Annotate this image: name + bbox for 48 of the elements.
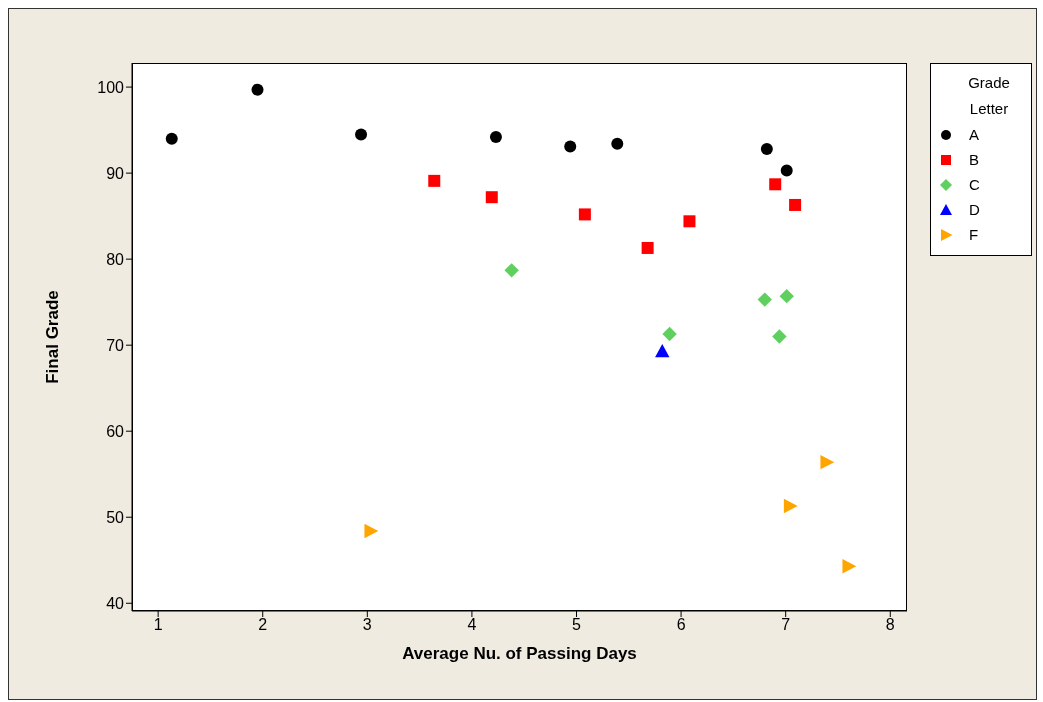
legend-label: A — [969, 126, 980, 143]
point — [662, 326, 677, 342]
point — [772, 329, 787, 344]
x-tick-label: 6 — [676, 616, 686, 634]
point — [489, 131, 502, 143]
y-tick-label: 80 — [106, 250, 125, 268]
point — [780, 164, 793, 177]
point — [504, 263, 519, 278]
y-tick-label: 50 — [106, 508, 125, 526]
point — [820, 454, 835, 470]
point — [165, 132, 178, 145]
point — [485, 191, 498, 204]
x-tick-label: 7 — [781, 616, 791, 634]
point — [789, 198, 802, 211]
point — [251, 83, 264, 96]
y-tick-label: 100 — [97, 78, 125, 96]
x-tick-label: 4 — [467, 616, 477, 634]
point — [842, 559, 857, 574]
point — [611, 137, 624, 150]
point — [564, 140, 577, 153]
legend-label: F — [969, 226, 979, 243]
point — [655, 343, 670, 358]
legend-label: B — [969, 151, 980, 168]
point — [578, 208, 591, 221]
point — [355, 128, 368, 141]
point — [364, 523, 379, 539]
y-tick-label: 60 — [106, 422, 125, 440]
x-tick-label: 2 — [258, 616, 268, 634]
point — [779, 288, 794, 304]
x-tick-label: 5 — [572, 616, 582, 634]
x-tick-label: 8 — [885, 616, 895, 634]
x-tick-label: 1 — [153, 616, 163, 634]
point — [760, 143, 773, 156]
point — [683, 215, 696, 228]
point — [783, 498, 798, 514]
point — [769, 178, 782, 191]
x-tick-label: 3 — [362, 616, 372, 634]
legend-label: C — [969, 176, 980, 193]
y-tick-label: 70 — [106, 336, 125, 354]
point — [757, 292, 772, 307]
legend-title: Grade Letter — [967, 73, 1011, 119]
point — [641, 241, 654, 254]
y-tick-label: 40 — [106, 594, 125, 612]
y-axis-title: Final Grade — [43, 290, 63, 384]
x-axis-title: Average Nu. of Passing Days — [402, 644, 637, 663]
y-tick-label: 90 — [106, 164, 125, 182]
point — [428, 174, 441, 187]
legend-label: D — [969, 201, 980, 218]
